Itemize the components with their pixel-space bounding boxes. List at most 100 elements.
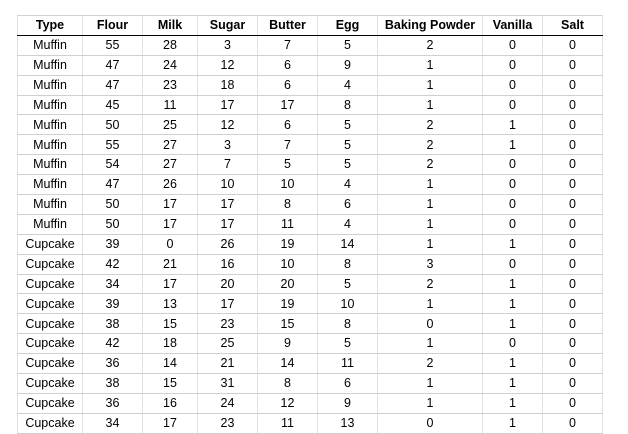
table-row: Cupcake 34 17 20 20 5 2 1 0 [17, 273, 603, 295]
table-cell-egg: 5 [317, 333, 378, 355]
table-cell-vanilla: 0 [482, 213, 543, 235]
table-cell-salt: 0 [542, 213, 603, 235]
table-cell-flour: 55 [82, 134, 143, 156]
table-row: Muffin 55 27 3 7 5 2 1 0 [17, 134, 603, 156]
table-cell-baking-powder: 1 [377, 194, 483, 215]
table-cell-flour: 36 [82, 392, 143, 414]
table-cell-vanilla: 1 [482, 353, 543, 375]
table-cell-salt: 0 [542, 273, 603, 295]
table-cell-flour: 50 [82, 213, 143, 235]
table-cell-flour: 50 [82, 114, 143, 136]
table-cell-salt: 0 [542, 373, 603, 394]
table-cell-egg: 4 [317, 74, 378, 96]
table-cell-salt: 0 [542, 353, 603, 375]
table-cell-butter: 19 [257, 233, 318, 255]
recipe-table-container: Type Flour Milk Sugar Butter Egg Baking … [17, 15, 603, 434]
table-cell-sugar: 20 [197, 273, 258, 295]
table-cell-egg: 8 [317, 313, 378, 335]
table-row: Cupcake 38 15 31 8 6 1 1 0 [17, 373, 603, 394]
table-cell-egg: 9 [317, 392, 378, 414]
table-cell-salt: 0 [542, 34, 603, 56]
table-cell-egg: 5 [317, 114, 378, 136]
table-cell-type: Muffin [17, 213, 83, 235]
table-cell-baking-powder: 2 [377, 273, 483, 295]
table-cell-milk: 17 [142, 273, 198, 295]
table-cell-milk: 18 [142, 333, 198, 355]
table-cell-type: Cupcake [17, 293, 83, 315]
table-cell-flour: 42 [82, 253, 143, 275]
table-cell-vanilla: 1 [482, 313, 543, 335]
table-row: Cupcake 39 13 17 19 10 1 1 0 [17, 293, 603, 315]
table-cell-butter: 6 [257, 114, 318, 136]
table-cell-baking-powder: 2 [377, 34, 483, 56]
table-cell-milk: 25 [142, 114, 198, 136]
table-row: Cupcake 42 18 25 9 5 1 0 0 [17, 333, 603, 355]
table-row: Cupcake 36 16 24 12 9 1 1 0 [17, 392, 603, 414]
table-cell-flour: 47 [82, 74, 143, 96]
table-row: Muffin 47 23 18 6 4 1 0 0 [17, 74, 603, 96]
table-cell-butter: 6 [257, 74, 318, 96]
table-cell-butter: 10 [257, 253, 318, 275]
table-cell-egg: 4 [317, 174, 378, 196]
table-cell-butter: 8 [257, 194, 318, 215]
table-cell-type: Cupcake [17, 253, 83, 275]
table-row: Muffin 45 11 17 17 8 1 0 0 [17, 94, 603, 116]
table-cell-flour: 36 [82, 353, 143, 375]
column-header-vanilla: Vanilla [482, 15, 543, 36]
column-header-type: Type [17, 15, 83, 36]
column-header-salt: Salt [542, 15, 603, 36]
table-cell-butter: 7 [257, 34, 318, 56]
table-cell-butter: 9 [257, 333, 318, 355]
table-cell-egg: 11 [317, 353, 378, 375]
table-cell-baking-powder: 1 [377, 373, 483, 394]
table-cell-baking-powder: 1 [377, 293, 483, 315]
table-cell-milk: 13 [142, 293, 198, 315]
table-cell-egg: 5 [317, 34, 378, 56]
table-cell-vanilla: 0 [482, 253, 543, 275]
table-cell-butter: 7 [257, 134, 318, 156]
table-cell-type: Muffin [17, 194, 83, 215]
table-cell-sugar: 23 [197, 412, 258, 434]
table-cell-milk: 28 [142, 34, 198, 56]
table-row: Muffin 50 17 17 8 6 1 0 0 [17, 194, 603, 215]
table-cell-egg: 8 [317, 94, 378, 116]
table-cell-milk: 14 [142, 353, 198, 375]
table-cell-vanilla: 0 [482, 94, 543, 116]
table-cell-butter: 11 [257, 213, 318, 235]
table-cell-salt: 0 [542, 134, 603, 156]
table-cell-vanilla: 0 [482, 333, 543, 355]
table-cell-milk: 11 [142, 94, 198, 116]
table-cell-baking-powder: 1 [377, 333, 483, 355]
table-cell-butter: 6 [257, 54, 318, 76]
table-cell-sugar: 17 [197, 213, 258, 235]
table-cell-milk: 21 [142, 253, 198, 275]
table-cell-milk: 0 [142, 233, 198, 255]
table-cell-vanilla: 1 [482, 392, 543, 414]
table-row: Muffin 50 25 12 6 5 2 1 0 [17, 114, 603, 136]
table-cell-milk: 24 [142, 54, 198, 76]
table-cell-type: Muffin [17, 54, 83, 76]
table-cell-butter: 11 [257, 412, 318, 434]
table-cell-butter: 17 [257, 94, 318, 116]
table-cell-milk: 16 [142, 392, 198, 414]
table-cell-type: Cupcake [17, 392, 83, 414]
table-cell-type: Muffin [17, 74, 83, 96]
table-cell-egg: 6 [317, 194, 378, 215]
table-cell-sugar: 18 [197, 74, 258, 96]
column-header-butter: Butter [257, 15, 318, 36]
table-cell-vanilla: 1 [482, 233, 543, 255]
table-cell-milk: 15 [142, 373, 198, 394]
table-cell-salt: 0 [542, 74, 603, 96]
table-cell-flour: 34 [82, 412, 143, 434]
table-row: Cupcake 42 21 16 10 8 3 0 0 [17, 253, 603, 275]
column-header-milk: Milk [142, 15, 198, 36]
table-cell-flour: 39 [82, 293, 143, 315]
table-cell-type: Cupcake [17, 412, 83, 434]
table-cell-sugar: 17 [197, 194, 258, 215]
table-cell-baking-powder: 2 [377, 353, 483, 375]
table-cell-milk: 23 [142, 74, 198, 96]
table-cell-sugar: 3 [197, 134, 258, 156]
table-cell-egg: 14 [317, 233, 378, 255]
table-cell-sugar: 7 [197, 154, 258, 176]
table-cell-sugar: 16 [197, 253, 258, 275]
